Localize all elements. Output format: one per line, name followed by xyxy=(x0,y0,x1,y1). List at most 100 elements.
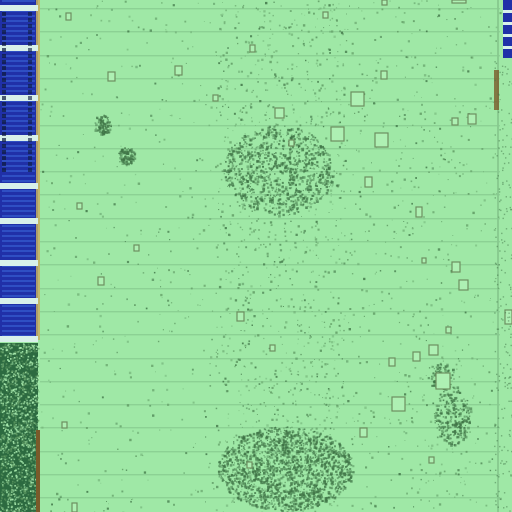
speckle-dot xyxy=(494,153,496,155)
patch-dot xyxy=(323,448,326,451)
patch-dot xyxy=(312,439,315,442)
patch-dot xyxy=(236,484,240,488)
patch-dot xyxy=(293,483,296,486)
speckle-dot xyxy=(121,65,123,68)
patch-dot xyxy=(247,159,250,162)
patch-dot xyxy=(317,146,320,149)
patch-dot xyxy=(456,400,459,402)
patch-dot xyxy=(253,191,255,193)
patch-dot xyxy=(270,479,272,481)
patch-dot xyxy=(295,455,298,459)
patch-dot xyxy=(228,152,231,155)
patch-dot xyxy=(341,455,344,457)
speckle-dot xyxy=(256,414,258,415)
patch-dot xyxy=(267,494,269,496)
patch-dot xyxy=(313,500,315,502)
patch-dot xyxy=(233,452,236,456)
patch-dot xyxy=(230,448,233,451)
patch-dot xyxy=(221,472,224,475)
speckle-dot xyxy=(412,20,415,23)
patch-dot xyxy=(441,436,443,438)
speckle-dot xyxy=(307,74,309,76)
patch-dot xyxy=(321,151,324,154)
patch-dot xyxy=(334,452,337,454)
patch-dot xyxy=(328,477,331,480)
speckle-dot xyxy=(308,326,310,328)
patch-dot xyxy=(290,427,291,429)
speckle-dot xyxy=(270,325,272,327)
speckle-dot xyxy=(44,88,47,91)
patch-dot xyxy=(282,460,285,464)
patch-dot xyxy=(257,460,260,463)
speckle-dot xyxy=(297,152,300,155)
patch-dot xyxy=(244,471,247,473)
patch-dot xyxy=(296,150,298,153)
speckle-dot xyxy=(281,119,284,122)
speckle-dot xyxy=(167,299,170,302)
speckle-dot xyxy=(345,250,348,253)
patch-dot xyxy=(342,490,344,492)
patch-dot xyxy=(290,444,293,447)
patch-dot xyxy=(327,491,331,494)
patch-dot xyxy=(322,439,325,442)
patch-dot xyxy=(261,161,263,163)
patch-dot xyxy=(309,141,312,143)
patch-dot xyxy=(264,471,267,473)
speckle-dot xyxy=(254,248,257,251)
speckle-dot xyxy=(249,476,251,479)
speckle-dot xyxy=(197,490,199,493)
speckle-dot xyxy=(278,396,281,399)
speckle-dot xyxy=(300,329,303,332)
speckle-dot xyxy=(322,397,324,399)
speckle-dot xyxy=(246,88,248,91)
speckle-dot xyxy=(242,107,245,109)
patch-dot xyxy=(322,152,325,155)
patch-dot xyxy=(231,448,235,452)
speckle-dot xyxy=(270,131,273,134)
patch-dot xyxy=(249,156,252,159)
patch-dot xyxy=(314,495,317,497)
speckle-dot xyxy=(337,319,340,321)
patch-dot xyxy=(308,495,312,498)
speckle-dot xyxy=(269,461,271,463)
speckle-dot xyxy=(164,374,167,377)
speckle-dot xyxy=(256,146,259,149)
patch-dot xyxy=(240,469,244,472)
speckle-dot xyxy=(249,309,252,312)
speckle-dot xyxy=(412,316,414,318)
patch-dot xyxy=(260,196,263,199)
patch-dot xyxy=(233,150,236,153)
patch-dot xyxy=(270,146,272,149)
speckle-dot xyxy=(52,417,54,420)
patch-dot xyxy=(299,506,302,509)
patch-dot xyxy=(319,442,323,445)
patch-dot xyxy=(224,176,227,179)
patch-dot xyxy=(268,160,271,162)
patch-dot xyxy=(315,431,319,435)
patch-dot xyxy=(316,172,318,174)
patch-dot xyxy=(230,475,232,477)
patch-dot xyxy=(286,449,289,452)
patch-dot xyxy=(218,461,220,464)
speckle-dot xyxy=(416,411,418,413)
speckle-dot xyxy=(215,509,218,512)
patch-dot xyxy=(287,197,290,201)
speckle-dot xyxy=(300,201,302,203)
speckle-dot xyxy=(132,430,134,432)
patch-dot xyxy=(255,434,259,437)
patch-dot xyxy=(304,495,307,499)
patch-dot xyxy=(307,464,309,466)
patch-dot xyxy=(284,125,286,127)
speckle-dot xyxy=(252,191,254,194)
speckle-dot xyxy=(222,335,226,338)
patch-dot xyxy=(259,492,261,494)
patch-dot xyxy=(292,481,295,484)
speckle-dot xyxy=(419,310,421,313)
speckle-dot xyxy=(313,146,315,148)
patch-dot xyxy=(269,427,271,429)
speckle-dot xyxy=(329,338,331,340)
speckle-dot xyxy=(454,98,456,100)
speckle-dot xyxy=(337,61,339,63)
speckle-dot xyxy=(234,473,237,476)
patch-dot xyxy=(301,147,304,151)
